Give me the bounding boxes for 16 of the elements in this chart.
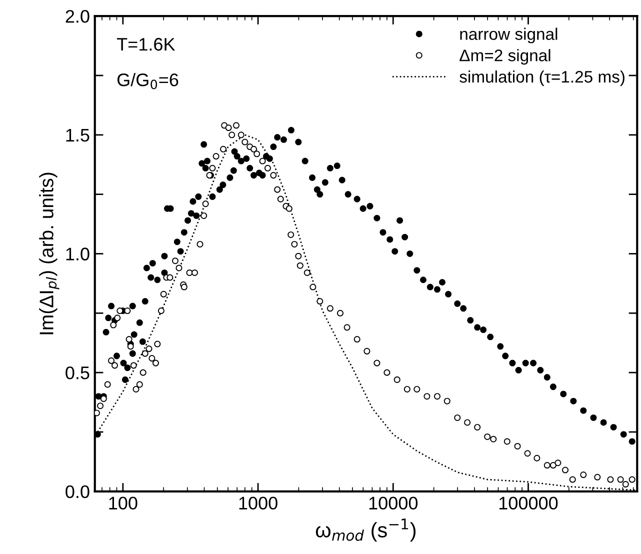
legend-label: simulation (τ=1.25 ms) bbox=[460, 70, 624, 86]
annotation: G/G$_{0}$=6 bbox=[117, 73, 178, 90]
x-tick-label: 1000 bbox=[239, 496, 278, 510]
legend-label: narrow signal bbox=[460, 28, 558, 44]
x-tick-label: 100 bbox=[109, 496, 138, 510]
legend-label: Δm=2 signal bbox=[460, 49, 550, 65]
y-tick-label: 0.0 bbox=[66, 485, 90, 498]
y-tick-label: 1.5 bbox=[66, 129, 90, 142]
annotation: T=1.6K bbox=[116, 38, 176, 51]
y-tick-label: 0.5 bbox=[66, 366, 90, 380]
x-tick-label: 10000 bbox=[369, 496, 418, 510]
x-axis-title: ω$_{mod}$ (s$^{−1}$) bbox=[316, 518, 416, 542]
y-axis-title: Im(ΔI$_{pl}$) (arb. units) bbox=[39, 172, 60, 334]
x-tick-label: 100000 bbox=[499, 496, 558, 510]
y-tick-label: 2.0 bbox=[66, 10, 90, 23]
y-tick-label: 1.0 bbox=[66, 248, 90, 260]
